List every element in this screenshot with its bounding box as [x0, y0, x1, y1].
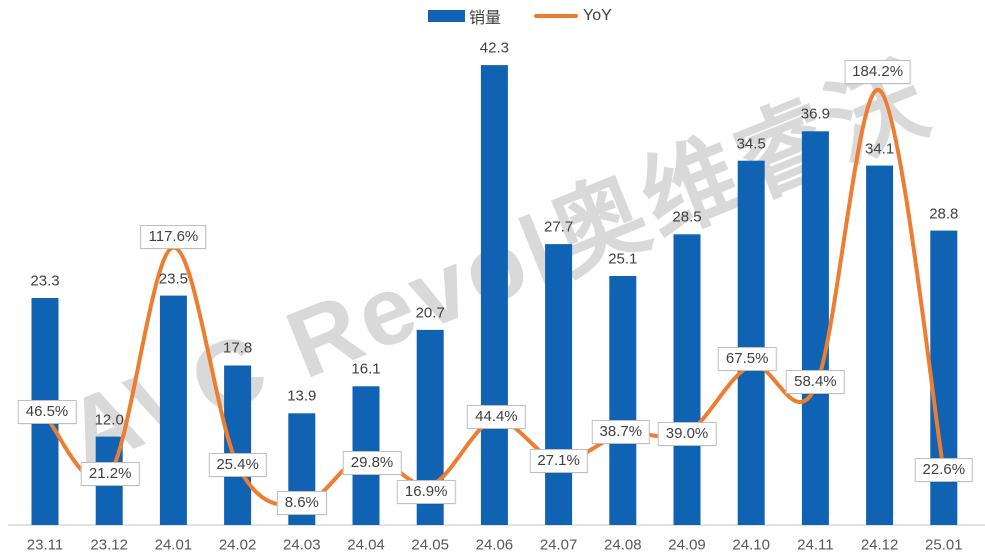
legend-bar-swatch [428, 10, 465, 22]
bar-value-label: 34.1 [864, 140, 895, 158]
x-axis-label: 24.08 [604, 536, 642, 554]
yoy-value-label: 184.2% [844, 60, 912, 85]
x-axis-label: 24.11 [797, 536, 834, 554]
bar-value-label: 23.3 [30, 272, 60, 290]
x-axis-label: 24.12 [860, 536, 899, 554]
bar-value-label: 36.9 [800, 105, 830, 123]
x-axis-label: 24.05 [411, 536, 449, 554]
bar-value-label: 23.5 [158, 270, 188, 288]
bar-value-label: 16.1 [351, 360, 381, 378]
yoy-value-label: 27.1% [529, 449, 588, 474]
x-axis-label: 24.03 [283, 536, 321, 554]
yoy-value-label: 39.0% [657, 421, 717, 446]
bar-value-label: 13.9 [287, 387, 317, 405]
bar-value-label: 28.5 [672, 208, 702, 226]
yoy-value-label: 29.8% [342, 450, 402, 475]
bar-24.01 [159, 295, 187, 525]
legend-line-swatch [534, 14, 579, 18]
yoy-value-label: 8.6% [276, 490, 327, 515]
yoy-value-label: 38.7% [591, 419, 651, 444]
x-axis-label: 24.01 [154, 536, 193, 554]
bar-24.12 [866, 165, 894, 525]
yoy-value-label: 46.5% [17, 400, 77, 425]
bar-value-label: 28.8 [929, 205, 959, 223]
bar-24.09 [673, 234, 701, 526]
bar-24.06 [480, 65, 508, 525]
bar-value-label: 34.5 [736, 135, 766, 153]
bar-24.08 [609, 276, 637, 525]
x-axis-label: 24.07 [539, 536, 578, 554]
x-axis-label: 24.06 [475, 536, 514, 554]
yoy-value-label: 58.4% [786, 370, 845, 395]
yoy-value-label: 44.4% [467, 405, 526, 430]
bar-value-label: 25.1 [608, 250, 638, 268]
legend-yoy-label: YoY [583, 7, 612, 24]
x-axis-label: 23.11 [26, 536, 64, 554]
bar-value-label: 20.7 [415, 304, 445, 322]
x-axis-label: 23.12 [90, 536, 128, 554]
bar-value-label: 27.7 [543, 218, 574, 236]
bar-24.07 [545, 244, 573, 525]
bar-value-label: 12.0 [94, 411, 124, 429]
yoy-value-label: 22.6% [914, 457, 974, 482]
legend-sales-label: 销量 [469, 10, 502, 27]
x-axis-label: 24.10 [732, 536, 770, 554]
bar-value-label: 42.3 [479, 39, 509, 57]
x-axis-label: 24.02 [218, 536, 257, 554]
x-axis-label: 25.01 [925, 536, 963, 554]
legend: 销量 YoY [428, 4, 612, 28]
x-axis-label: 24.09 [668, 536, 706, 554]
bar-24.10 [737, 160, 765, 525]
yoy-value-label: 25.4% [208, 453, 267, 478]
yoy-value-label: 16.9% [396, 480, 456, 505]
bar-24.11 [801, 131, 829, 526]
yoy-value-label: 21.2% [80, 461, 140, 486]
yoy-value-label: 117.6% [140, 225, 207, 250]
yoy-value-label: 67.5% [717, 346, 777, 371]
x-axis-label: 24.04 [347, 536, 385, 554]
bar-value-label: 17.8 [222, 339, 253, 357]
